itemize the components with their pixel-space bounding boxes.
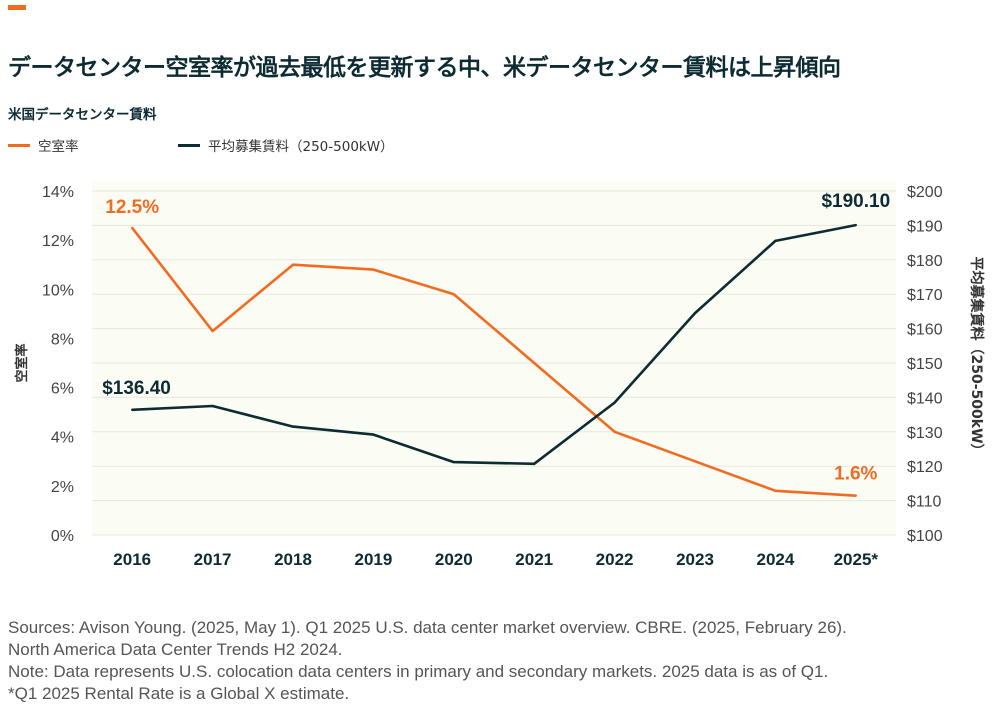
data-point-vacancy — [854, 494, 857, 497]
legend-label-vacancy: 空室率 — [38, 139, 79, 155]
data-point-rent — [211, 404, 214, 408]
chart-subtitle: 米国データセンター賃料 — [8, 107, 157, 123]
y-right-tick-label: $150 — [907, 356, 943, 373]
legend-swatch-rent — [178, 143, 200, 147]
data-point-vacancy — [291, 263, 295, 266]
y-left-tick-label: 0% — [51, 528, 74, 545]
y-left-tick-label: 14% — [42, 184, 74, 201]
y-left-axis-label: 空室率 — [14, 343, 30, 382]
data-point-vacancy — [613, 430, 616, 433]
x-tick-label: 2018 — [274, 550, 312, 569]
data-point-rent — [372, 433, 375, 436]
source-line-1: Sources: Avison Young. (2025, May 1). Q1… — [8, 618, 847, 637]
x-tick-label: 2016 — [113, 550, 151, 569]
y-right-tick-label: $180 — [907, 253, 943, 270]
y-left-tick-label: 2% — [51, 479, 74, 496]
note-line: Note: Data represents U.S. colocation da… — [8, 662, 829, 681]
y-right-tick-label: $140 — [907, 390, 943, 407]
y-right-tick-label: $100 — [907, 528, 943, 545]
data-point-vacancy — [211, 329, 214, 333]
x-tick-label: 2017 — [194, 550, 232, 569]
x-tick-label: 2024 — [756, 550, 794, 569]
line-chart: 0% 2% 4% 6% 8% 10% 12% 14% $100 $110 $120 $130 $140 $… — [14, 181, 985, 569]
data-point-vacancy — [131, 226, 134, 230]
data-point-rent — [131, 408, 134, 411]
chart-title: データセンター空室率が過去最低を更新する中、米データセンター賃料は上昇傾向 — [8, 55, 841, 81]
legend-label-rent: 平均募集賃料（250-500kW） — [208, 139, 394, 155]
data-label-vacancy: 1.6% — [834, 464, 877, 485]
y-right-tick-label: $130 — [907, 425, 943, 442]
data-point-rent — [693, 311, 697, 315]
data-point-rent — [774, 239, 777, 243]
estimate-line: *Q1 2025 Rental Rate is a Global X estim… — [8, 684, 350, 703]
data-point-rent — [452, 460, 455, 464]
data-label-rent: $136.40 — [102, 378, 171, 399]
legend-item-rent: 平均募集賃料（250-500kW） — [178, 135, 394, 155]
y-right-tick-label: $190 — [907, 218, 943, 235]
y-left-tick-label: 8% — [51, 331, 74, 348]
data-point-vacancy — [372, 268, 375, 271]
y-left-tick-label: 12% — [42, 233, 74, 250]
y-right-tick-label: $160 — [907, 322, 943, 339]
y-left-tick-label: 6% — [51, 381, 74, 398]
data-point-rent — [854, 223, 857, 227]
data-point-vacancy — [693, 460, 697, 463]
data-point-vacancy — [774, 489, 777, 492]
source-notes: Sources: Avison Young. (2025, May 1). Q1… — [8, 617, 993, 705]
x-tick-label: 2020 — [435, 550, 473, 569]
y-left-tick-label: 4% — [51, 430, 74, 447]
series-line-rent — [132, 223, 857, 466]
y-right-tick-label: $120 — [907, 459, 943, 476]
x-tick-label: 2022 — [596, 550, 634, 569]
legend-item-vacancy: 空室率 — [8, 135, 79, 155]
legend-swatch-vacancy — [8, 143, 30, 147]
x-tick-label: 2025* — [834, 550, 879, 569]
y-right-tick-label: $110 — [907, 494, 942, 511]
data-point-vacancy — [452, 293, 455, 296]
y-left-tick-label: 10% — [42, 282, 74, 299]
y-right-tick-label: $170 — [907, 287, 943, 304]
data-point-rent — [291, 425, 295, 428]
data-label-rent: $190.10 — [821, 191, 890, 212]
x-tick-label: 2021 — [515, 550, 553, 569]
x-tick-label: 2019 — [354, 550, 392, 569]
plot-area — [92, 181, 896, 535]
data-point-rent — [533, 462, 536, 465]
series-line-vacancy — [131, 227, 856, 497]
x-tick-label: 2023 — [676, 550, 714, 569]
data-label-vacancy: 12.5% — [105, 197, 159, 218]
data-point-vacancy — [533, 361, 536, 365]
source-line-2: North America Data Center Trends H2 2024… — [8, 640, 343, 659]
data-point-rent — [613, 401, 616, 404]
accent-bar — [8, 5, 26, 10]
y-right-axis-label: 平均募集賃料（250-500kW） — [968, 256, 985, 457]
y-right-tick-label: $200 — [907, 184, 943, 201]
